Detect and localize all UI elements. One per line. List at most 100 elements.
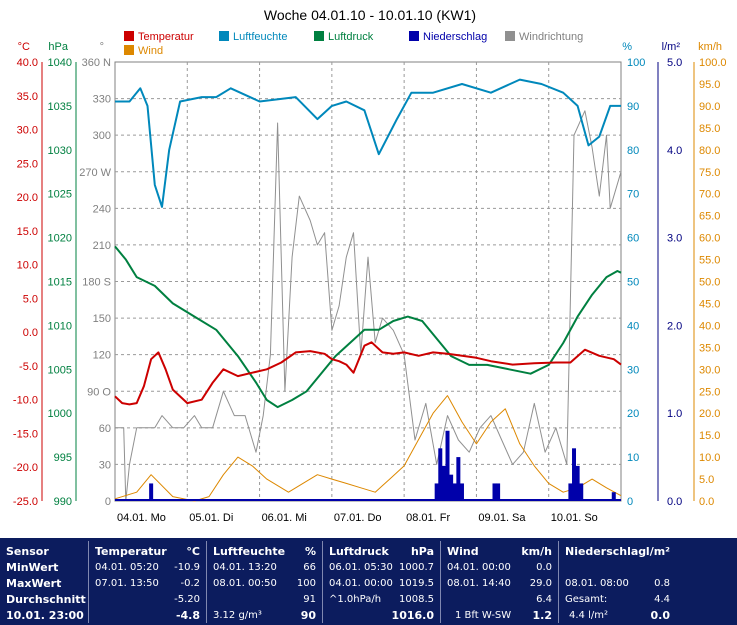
humidity-tick-label: 80	[627, 145, 639, 157]
rain-bar	[449, 474, 454, 501]
rain-bar	[496, 483, 501, 501]
legend-swatch	[124, 31, 134, 41]
temp-tick-label: 25.0	[17, 158, 38, 170]
wind-min-value: 0.0	[536, 562, 552, 573]
rain-bar	[575, 465, 580, 501]
press-min-value: 1000.7	[399, 562, 434, 573]
rain-bar	[438, 448, 443, 501]
temp-avg-value: -5.20	[174, 594, 200, 605]
wind-tick-label: 60.0	[699, 233, 720, 245]
temp-tick-label: 30.0	[17, 125, 38, 137]
temp-max-time: 07.01. 13:50	[95, 578, 159, 589]
humidity-tick-label: 50	[627, 277, 639, 289]
rain-bar	[459, 483, 464, 501]
pressure-tick-label: 1040	[48, 57, 72, 69]
axis-ticks: 40.0 35.0 30.0 25.0 20.0 15.0 10.0 5.0 0.0 -5.0 -1…	[13, 57, 727, 508]
temp-tick-label: 35.0	[17, 91, 38, 103]
temp-min-value: -10.9	[174, 562, 200, 573]
rain-max-value: 0.8	[654, 578, 670, 589]
wind-tick-label: 95.0	[699, 79, 720, 91]
wind-tick-label: 15.0	[699, 430, 720, 442]
rain-tick-label: 4.0	[667, 145, 682, 157]
x-axis-label: 07.01. Do	[334, 512, 382, 524]
wind-tick-label: 40.0	[699, 320, 720, 332]
pressure-tick-label: 1000	[48, 408, 72, 420]
legend-swatch	[219, 31, 229, 41]
pressure-tick-label: 1030	[48, 145, 72, 157]
rain-bar	[445, 430, 450, 501]
rain-unit-label: l/m²	[662, 41, 681, 53]
chart-marks	[114, 78, 622, 502]
wind-tick-label: 75.0	[699, 167, 720, 179]
wind-tick-label: 90.0	[699, 101, 720, 113]
wind-current-value: 1.2	[532, 609, 553, 622]
direction-tick-label: 120	[93, 350, 111, 362]
chart-title: Woche 04.01.10 - 10.01.10 (KW1)	[264, 7, 476, 23]
rain-unit: l/m²	[645, 545, 670, 558]
wind-tick-label: 35.0	[699, 342, 720, 354]
maxwert-label: MaxWert	[6, 577, 62, 590]
x-axis-label: 06.01. Mi	[262, 512, 307, 524]
legend-swatch	[124, 45, 134, 55]
rain-tick-label: 5.0	[667, 57, 682, 69]
temp-tick-label: -25.0	[13, 496, 38, 508]
statistics-panel: Sensor MinWert MaxWert Durchschnitt 10.0…	[0, 538, 737, 625]
pressure-header: Luftdruck	[329, 545, 389, 558]
temp-min-time: 04.01. 05:20	[95, 562, 159, 573]
legend-label: Niederschlag	[423, 31, 487, 43]
wind-min-time: 04.01. 00:00	[447, 562, 511, 573]
rain-bar	[579, 483, 584, 501]
humidity-unit: %	[304, 545, 316, 558]
wind-tick-label: 0.0	[699, 496, 714, 508]
temp-current-value: -4.8	[175, 609, 200, 622]
pressure-tick-label: 1020	[48, 233, 72, 245]
wind-unit-label: km/h	[698, 41, 722, 53]
wind-header: Wind	[447, 545, 479, 558]
grid-lines	[114, 61, 622, 502]
temp-tick-label: -5.0	[19, 361, 38, 373]
wind-tick-label: 50.0	[699, 277, 720, 289]
axis-unit-labels: °C hPa °% l/m² km/h	[18, 41, 722, 53]
direction-tick-label: 60	[99, 423, 111, 435]
humidity-tick-label: 20	[627, 408, 639, 420]
humidity-tick-label: 10	[627, 452, 639, 464]
sensor-header: Sensor	[6, 545, 49, 558]
rain-bar	[149, 483, 154, 501]
pressure-tick-label: 1010	[48, 320, 72, 332]
direction-tick-label: 150	[93, 313, 111, 325]
rain-header: Niederschlag	[565, 545, 647, 558]
humidity-tick-label: 40	[627, 320, 639, 332]
chart-legend: Temperatur Luftfeuchte Luftdruck Niederschl…	[124, 31, 583, 57]
humidity-tick-label: 90	[627, 101, 639, 113]
temp-tick-label: 0.0	[23, 327, 38, 339]
pressure-unit: hPa	[410, 545, 434, 558]
pressure-tick-label: 1025	[48, 189, 72, 201]
pressure-tick-label: 1015	[48, 277, 72, 289]
legend-label: Temperatur	[138, 31, 194, 43]
hum-max-time: 08.01. 00:50	[213, 578, 277, 589]
hum-min-value: 66	[303, 562, 316, 573]
humidity-tick-label: 100	[627, 57, 645, 69]
luftdruck-line	[114, 245, 622, 409]
temp-unit-label: °C	[18, 41, 30, 53]
x-axis-label: 09.01. Sa	[478, 512, 526, 524]
luftfeuchte-line	[115, 78, 621, 208]
direction-unit-label: °	[100, 41, 104, 53]
wind-tick-label: 20.0	[699, 408, 720, 420]
temp-tick-label: 15.0	[17, 226, 38, 238]
temp-tick-label: -10.0	[13, 395, 38, 407]
weather-chart: Woche 04.01.10 - 10.01.10 (KW1) Temperat…	[13, 7, 727, 524]
direction-tick-label: 360 N	[82, 57, 111, 69]
temp-tick-label: 40.0	[17, 57, 38, 69]
x-axis-label: 05.01. Di	[189, 512, 233, 524]
direction-tick-label: 210	[93, 240, 111, 252]
pressure-tick-label: 1005	[48, 364, 72, 376]
hum-min-time: 04.01. 13:20	[213, 562, 277, 573]
wind-beaufort: 1 Bft W-SW	[455, 610, 512, 621]
rain-max-time: 08.01. 08:00	[565, 578, 629, 589]
direction-tick-label: 330	[93, 94, 111, 106]
wind-tick-label: 70.0	[699, 189, 720, 201]
hum-absolute: 3.12 g/m³	[213, 610, 262, 621]
press-max-time: 04.01. 00:00	[329, 578, 393, 589]
humidity-header: Luftfeuchte	[213, 545, 286, 558]
